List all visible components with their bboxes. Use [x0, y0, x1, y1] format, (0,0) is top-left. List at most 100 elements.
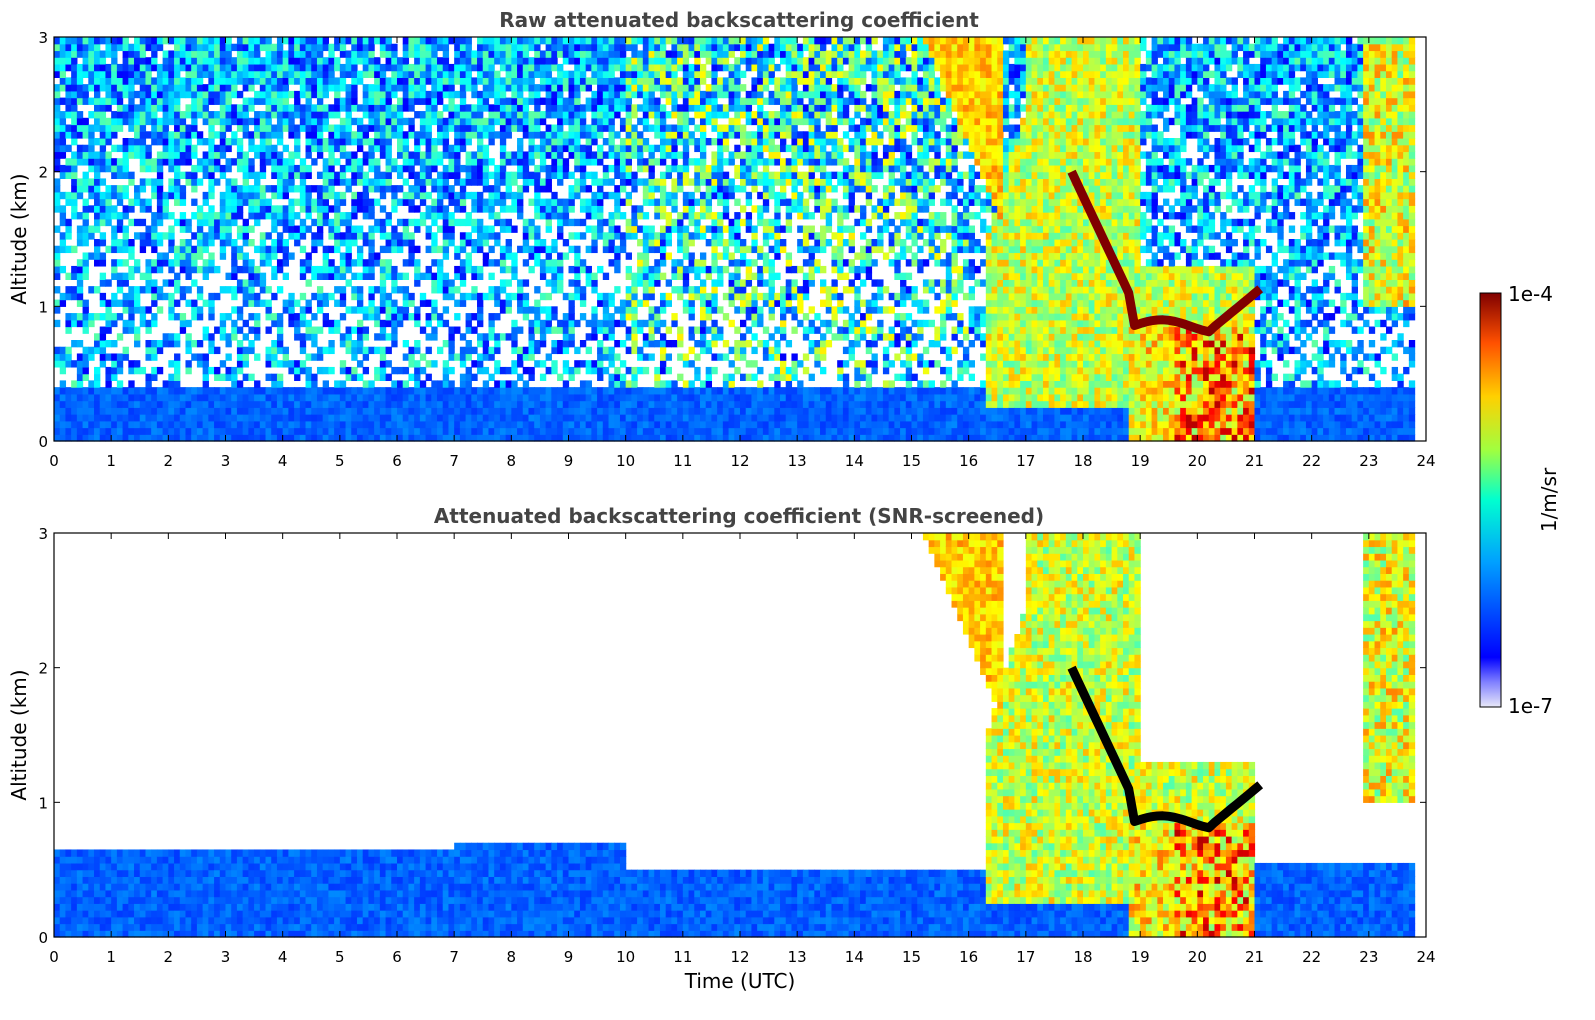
heatmap-cell [648, 292, 655, 301]
heatmap-cell [99, 420, 107, 429]
heatmap-cell [659, 171, 667, 179]
heatmap-cell [316, 111, 324, 119]
heatmap-cell [225, 198, 232, 206]
heatmap-cell [454, 313, 461, 321]
heatmap-cell [105, 104, 112, 112]
heatmap-cell [99, 340, 107, 348]
heatmap-cell [534, 407, 541, 415]
heatmap-cell [316, 205, 324, 213]
heatmap-cell [128, 400, 135, 408]
heatmap-cell [254, 299, 261, 307]
heatmap-cell [568, 326, 575, 334]
heatmap-cell [59, 420, 67, 429]
heatmap-cell [345, 104, 352, 112]
heatmap-cell [134, 400, 141, 408]
heatmap-cell [225, 178, 232, 186]
heatmap-cell [631, 218, 638, 227]
heatmap-cell [477, 265, 484, 274]
heatmap-cell [196, 225, 204, 233]
heatmap-cell [568, 198, 575, 206]
heatmap-cell [625, 346, 632, 355]
heatmap-cell [699, 171, 707, 179]
heatmap-cell [156, 178, 164, 186]
heatmap-cell [568, 185, 575, 193]
heatmap-cell [694, 198, 701, 206]
heatmap-cell [139, 158, 147, 166]
heatmap-cell [574, 37, 581, 45]
heatmap-cell [397, 185, 404, 193]
heatmap-cell [494, 387, 501, 395]
heatmap-cell [488, 393, 495, 402]
heatmap-cell [288, 171, 295, 179]
heatmap-cell [682, 212, 690, 220]
heatmap-cell [454, 90, 461, 99]
heatmap-cell [116, 37, 124, 45]
heatmap-cell [637, 259, 644, 267]
heatmap-cell [648, 414, 655, 422]
heatmap-cell [482, 90, 490, 99]
heatmap-cell [614, 104, 621, 112]
heatmap-cell [265, 158, 272, 166]
heatmap-cell [654, 380, 661, 388]
heatmap-cell [122, 43, 129, 52]
heatmap-cell [202, 90, 209, 99]
heatmap-cell [465, 111, 472, 119]
heatmap-cell [522, 37, 530, 45]
heatmap-cell [505, 218, 512, 227]
heatmap-cell [151, 279, 158, 287]
heatmap-cell [637, 299, 644, 307]
heatmap-cell [528, 427, 535, 435]
heatmap-cell [385, 420, 392, 429]
heatmap-cell [208, 37, 215, 45]
heatmap-cell [671, 191, 678, 200]
heatmap-cell [442, 420, 450, 429]
heatmap-cell [259, 63, 267, 72]
heatmap-cell [214, 37, 221, 45]
heatmap-cell [522, 111, 530, 119]
heatmap-cell [614, 185, 621, 193]
heatmap-cell [334, 131, 341, 139]
heatmap-cell [208, 131, 215, 139]
heatmap-cell [105, 373, 112, 381]
heatmap-cell [442, 427, 450, 435]
heatmap-cell [288, 414, 295, 422]
heatmap-cell [271, 245, 278, 254]
heatmap-cell [402, 420, 410, 429]
heatmap-cell [665, 198, 672, 206]
heatmap-cell [111, 400, 118, 408]
heatmap-cell [591, 319, 598, 328]
heatmap-cell [162, 50, 169, 58]
heatmap-cell [202, 414, 209, 422]
heatmap-cell [579, 70, 587, 78]
heatmap-cell [128, 265, 135, 274]
heatmap-cell [391, 57, 398, 65]
heatmap-cell [288, 185, 295, 193]
heatmap-cell [282, 70, 289, 78]
heatmap-cell [654, 43, 661, 52]
heatmap-cell [591, 212, 598, 220]
heatmap-cell [128, 387, 135, 395]
heatmap-cell [162, 400, 169, 408]
heatmap-cell [637, 63, 644, 72]
heatmap-cell [517, 37, 524, 45]
heatmap-cell [134, 37, 141, 45]
heatmap-cell [539, 407, 547, 415]
heatmap-cell [408, 239, 415, 247]
heatmap-cell [76, 340, 84, 348]
panel1-heatmap [54, 37, 1416, 442]
heatmap-cell [619, 420, 627, 429]
heatmap-cell [368, 57, 375, 65]
heatmap-cell [522, 393, 530, 402]
heatmap-cell [248, 265, 255, 274]
heatmap-cell [671, 178, 678, 186]
heatmap-cell [214, 265, 221, 274]
heatmap-cell [299, 57, 307, 65]
heatmap-cell [71, 70, 78, 78]
heatmap-cell [374, 97, 381, 105]
heatmap-cell [225, 218, 232, 227]
heatmap-cell [699, 393, 707, 402]
heatmap-cell [134, 191, 141, 200]
heatmap-cell [619, 232, 627, 240]
heatmap-cell [682, 205, 690, 213]
heatmap-cell [214, 164, 221, 173]
